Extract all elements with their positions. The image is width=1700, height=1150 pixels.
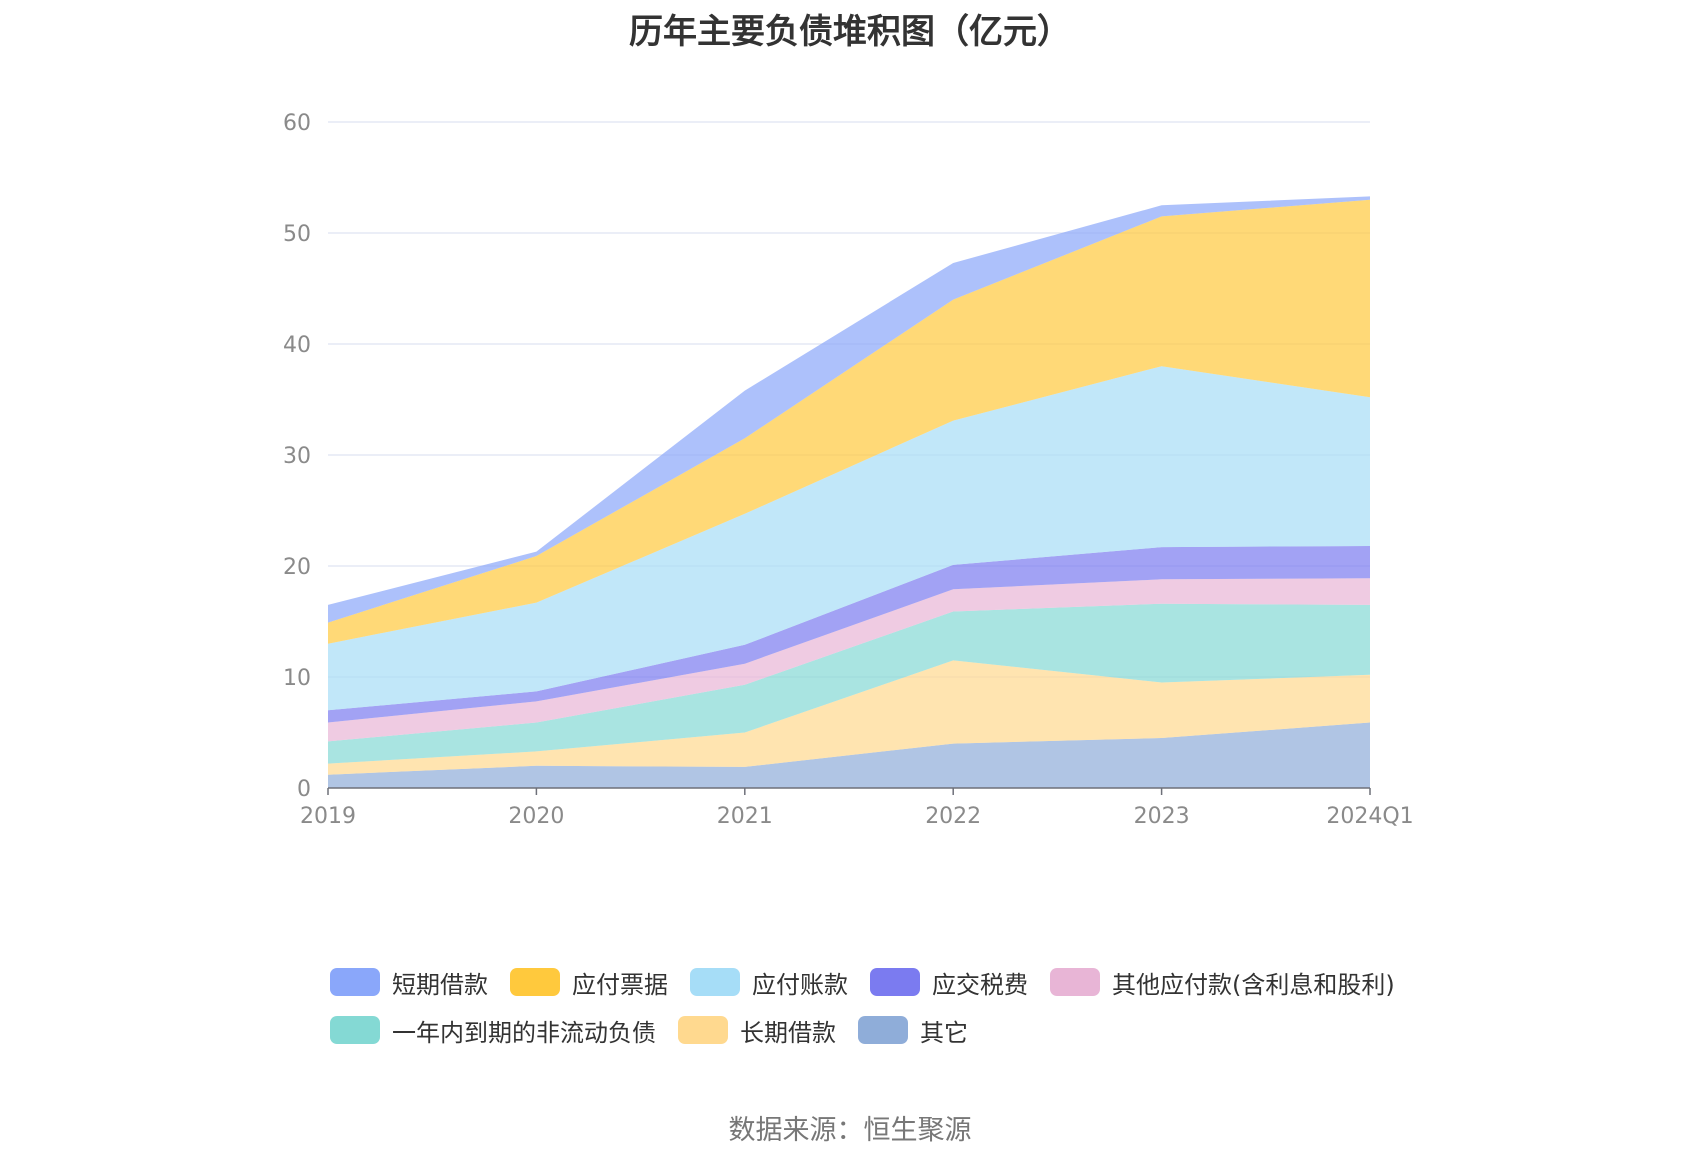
legend-label: 短期借款 [392,970,488,999]
legend-swatch [1050,968,1100,996]
legend-label: 长期借款 [740,1018,836,1047]
y-tick-label: 30 [283,444,311,469]
legend-label: 应付票据 [572,970,668,999]
legend-row: 短期借款 应付票据 应付账款 应交税费 其他应付款(含利息和股利) [330,958,1410,1006]
legend-item[interactable]: 短期借款 [330,965,488,1000]
chart-title: 历年主要负债堆积图（亿元） [629,12,1071,52]
legend-item[interactable]: 一年内到期的非流动负债 [330,1013,656,1048]
axes: 0 10 20 30 40 50 60 2019 2020 2021 2022 2023 2024Q1 [283,111,1414,829]
y-tick-label: 60 [283,111,311,136]
area-series-7 [328,196,1370,623]
area-series-layer [328,196,1370,788]
area-series-5 [328,366,1370,711]
area-series-1 [328,660,1370,775]
x-tick-label: 2020 [508,804,564,829]
area-series-4 [328,546,1370,723]
legend-label: 一年内到期的非流动负债 [392,1018,656,1047]
legend-item[interactable]: 其它 [858,1013,968,1048]
x-tick-label: 2023 [1134,804,1190,829]
y-tick-label: 20 [283,555,311,580]
legend-item[interactable]: 应付账款 [690,965,848,1000]
area-series-2 [328,603,1370,764]
y-tick-label: 10 [283,666,311,691]
legend-item[interactable]: 应交税费 [870,965,1028,1000]
legend-swatch [678,1016,728,1044]
legend-item[interactable]: 应付票据 [510,965,668,1000]
legend-swatch [510,968,560,996]
x-tick-label: 2024Q1 [1326,804,1413,829]
legend-swatch [858,1016,908,1044]
area-series-3 [328,578,1370,742]
data-source-note: 数据来源：恒生聚源 [728,1115,972,1146]
legend-item[interactable]: 长期借款 [678,1013,836,1048]
legend-label: 其它 [920,1018,968,1047]
legend-swatch [330,968,380,996]
area-series-6 [328,199,1370,644]
legend-label: 应交税费 [932,970,1028,999]
x-tick-label: 2022 [925,804,981,829]
legend-swatch [330,1016,380,1044]
legend-swatch [870,968,920,996]
legend-row: 一年内到期的非流动负债 长期借款 其它 [330,1006,1410,1054]
y-tick-label: 40 [283,333,311,358]
x-tick-label: 2019 [300,804,356,829]
legend-item[interactable]: 其他应付款(含利息和股利) [1050,965,1395,1000]
legend-label: 应付账款 [752,970,848,999]
y-tick-label: 0 [297,777,311,802]
y-tick-label: 50 [283,222,311,247]
legend-swatch [690,968,740,996]
legend-label: 其他应付款(含利息和股利) [1112,970,1395,999]
legend: 短期借款 应付票据 应付账款 应交税费 其他应付款(含利息和股利) 一年内到期的非流动负债… [330,958,1410,1054]
x-tick-label: 2021 [717,804,773,829]
